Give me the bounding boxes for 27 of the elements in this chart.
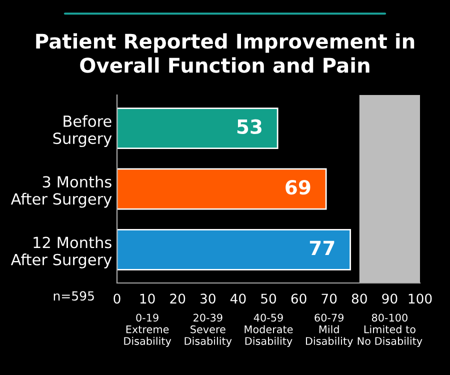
bar <box>117 228 352 270</box>
x-tick-label: 100 <box>408 294 432 304</box>
bar <box>117 108 278 150</box>
text: 20-39 Severe Disability <box>184 314 232 347</box>
x-tick-label: 50 <box>261 294 276 304</box>
chart-title: Patient Reported Improvement in Overall Function and Pain <box>36 33 414 73</box>
text: n=595 <box>54 291 94 301</box>
data-label: 77 <box>310 240 334 256</box>
bar <box>117 168 327 210</box>
x-tick-label: 0 <box>114 294 120 304</box>
data-label: 69 <box>286 180 310 195</box>
text: 60-79 Mild Disability <box>306 314 353 347</box>
y-tick-label: 3 Months After Surgery <box>10 176 112 208</box>
x-tick-label: 80 <box>352 294 367 304</box>
x-tick-label: 90 <box>382 294 398 304</box>
x-tick-label: 10 <box>140 294 155 304</box>
x-tick-label: 70 <box>322 294 337 304</box>
text: 80-100 Limited to No Disability <box>358 314 422 347</box>
x-tick-label: 30 <box>200 294 216 304</box>
text: 0-19 Extreme Disability <box>124 314 172 347</box>
text: 40-59 Moderate Disability <box>244 314 293 347</box>
x-tick-label: 40 <box>230 294 246 304</box>
y-tick-label: Before Surgery <box>53 115 112 148</box>
x-tick-label: 60 <box>291 294 306 304</box>
x-tick-label: 20 <box>170 294 186 304</box>
data-label: 53 <box>237 119 262 134</box>
y-tick-label: 12 Months After Surgery <box>10 236 112 268</box>
